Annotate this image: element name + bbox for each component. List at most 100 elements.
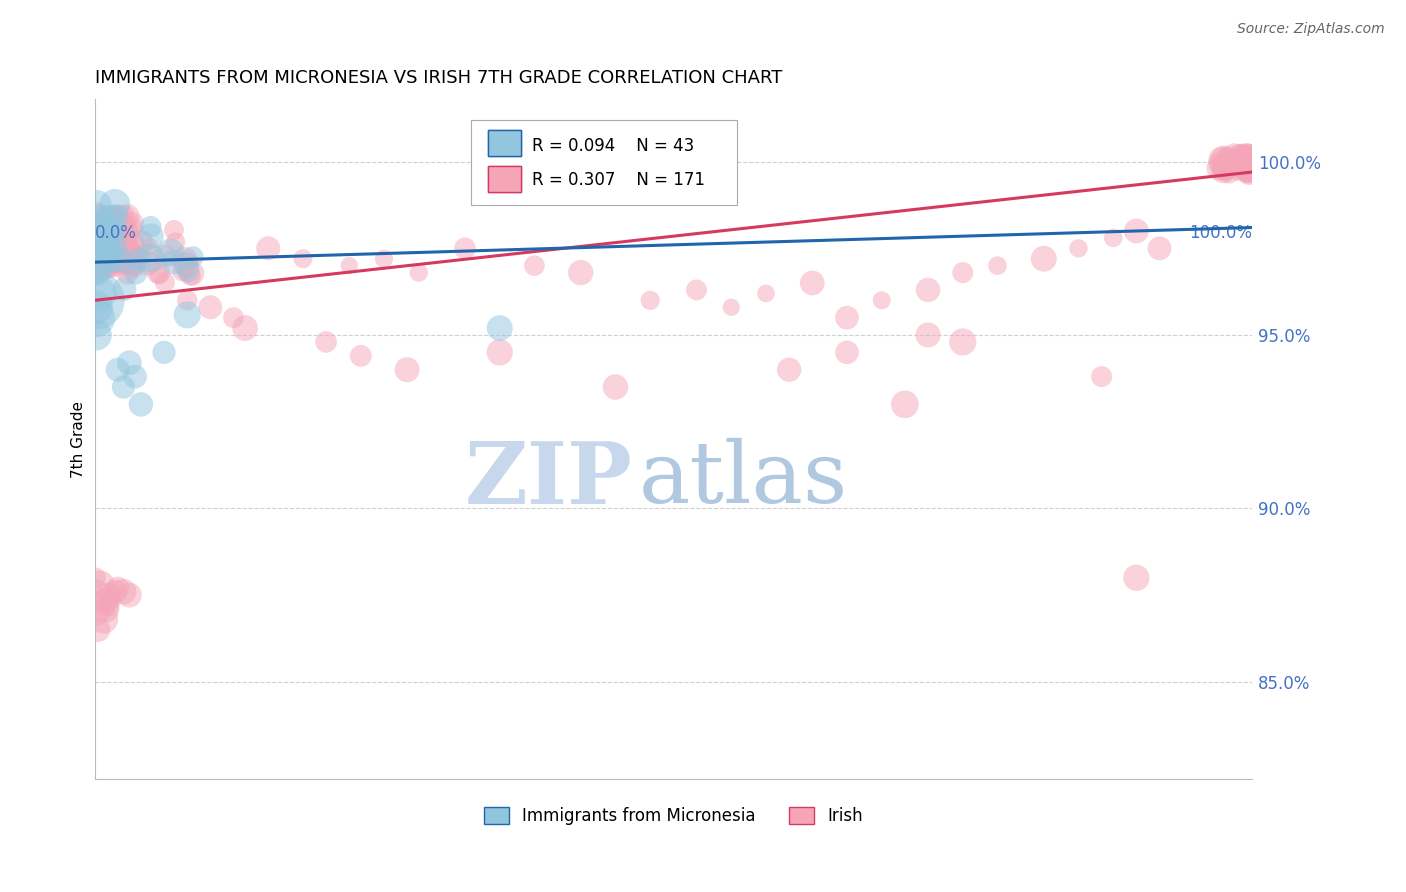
Point [1215, 164, 1237, 178]
Point [180, 268, 202, 283]
Point [118, 356, 141, 370]
Text: IMMIGRANTS FROM MICRONESIA VS IRISH 7TH GRADE CORRELATION CHART: IMMIGRANTS FROM MICRONESIA VS IRISH 7TH … [94, 69, 782, 87]
Point [93, 260, 115, 274]
Point [94, 254, 117, 268]
Point [952, 266, 974, 280]
Point [1229, 149, 1251, 163]
Legend: Immigrants from Micronesia, Irish: Immigrants from Micronesia, Irish [477, 800, 869, 831]
Point [180, 266, 202, 280]
Point [121, 259, 143, 273]
Point [96, 261, 118, 276]
Point [117, 209, 139, 223]
Point [122, 255, 145, 269]
Point [94, 245, 117, 260]
Point [112, 232, 135, 246]
Point [96, 236, 118, 251]
Point [136, 256, 159, 270]
Point [917, 328, 939, 343]
Point [98, 227, 121, 241]
Point [138, 240, 160, 254]
Point [1236, 151, 1258, 165]
Point [1227, 162, 1250, 177]
Point [87, 623, 110, 637]
Point [605, 380, 627, 394]
Point [1236, 165, 1258, 179]
Point [1212, 161, 1234, 176]
Point [101, 236, 124, 251]
Point [94, 260, 117, 275]
Point [488, 345, 510, 359]
Point [1237, 166, 1260, 180]
Point [103, 252, 125, 266]
Point [84, 293, 107, 308]
Point [177, 264, 200, 278]
Point [97, 245, 120, 260]
Text: ZIP: ZIP [465, 438, 633, 522]
Point [1240, 162, 1263, 177]
Point [139, 251, 162, 265]
Point [84, 265, 107, 279]
Point [685, 283, 707, 297]
Point [163, 255, 186, 269]
Point [148, 268, 170, 283]
Point [1232, 158, 1254, 172]
FancyBboxPatch shape [471, 120, 737, 204]
Point [1239, 151, 1261, 165]
Point [87, 263, 110, 277]
Point [1209, 159, 1232, 173]
Point [1149, 241, 1171, 255]
Point [108, 211, 131, 225]
Point [350, 349, 373, 363]
Point [174, 258, 197, 272]
Point [118, 588, 141, 602]
Point [104, 584, 127, 599]
Point [1240, 148, 1263, 162]
Point [172, 264, 194, 278]
Point [117, 257, 139, 271]
Point [96, 240, 118, 254]
Point [153, 345, 176, 359]
Point [176, 293, 198, 308]
Point [112, 380, 135, 394]
Point [107, 581, 129, 595]
Point [870, 293, 893, 308]
Point [114, 220, 136, 235]
Point [835, 345, 858, 359]
Point [200, 300, 222, 314]
Y-axis label: 7th Grade: 7th Grade [72, 401, 86, 477]
Point [720, 300, 742, 314]
Point [1229, 154, 1251, 169]
Point [1239, 160, 1261, 174]
Point [986, 259, 1008, 273]
Point [1032, 252, 1054, 266]
Point [337, 259, 360, 273]
Point [103, 209, 125, 223]
Point [396, 362, 419, 376]
Point [117, 268, 139, 282]
Point [1236, 161, 1258, 175]
Point [1125, 224, 1147, 238]
Point [1227, 161, 1250, 175]
Point [1208, 161, 1230, 176]
Point [86, 252, 108, 267]
Point [100, 257, 122, 271]
Point [159, 245, 181, 260]
Point [129, 397, 152, 411]
FancyBboxPatch shape [488, 167, 520, 193]
Point [1211, 161, 1233, 176]
Point [114, 232, 136, 246]
Point [1067, 241, 1090, 255]
Point [87, 216, 110, 230]
Point [115, 226, 138, 240]
Point [117, 236, 139, 251]
Point [523, 259, 546, 273]
Point [1218, 164, 1240, 178]
Point [1239, 163, 1261, 178]
Point [103, 220, 125, 235]
Point [122, 260, 145, 274]
Point [94, 236, 117, 251]
Point [408, 266, 430, 280]
Text: 0.0%: 0.0% [94, 224, 136, 242]
Point [1233, 150, 1256, 164]
Point [122, 251, 145, 265]
